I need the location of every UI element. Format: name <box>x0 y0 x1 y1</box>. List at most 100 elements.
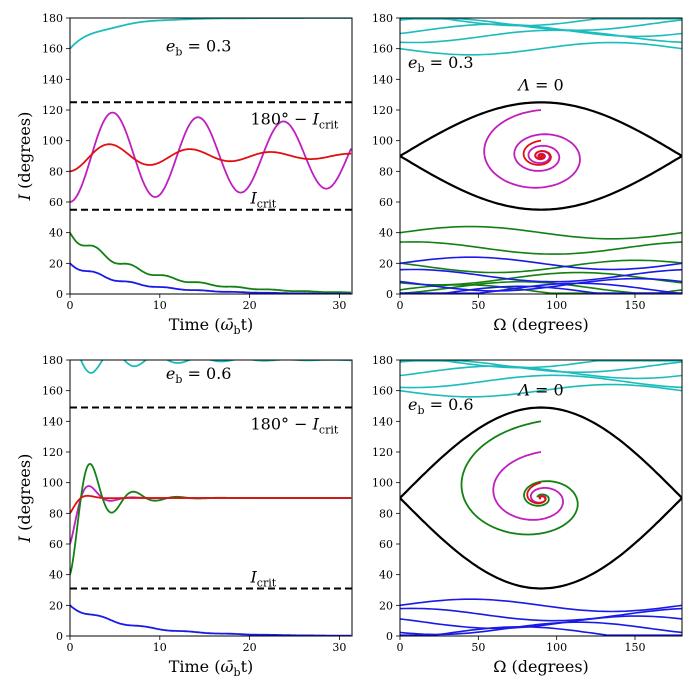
y-tick-label: 20 <box>379 257 393 270</box>
series-flow-I0=160-level <box>400 41 682 56</box>
series-I0=40 <box>70 232 352 294</box>
y-tick-label: 140 <box>372 73 393 86</box>
plot-area <box>400 360 682 636</box>
y-tick-label: 80 <box>379 165 393 178</box>
y-tick-label: 180 <box>42 354 63 367</box>
series-flow-I0=160-level <box>400 383 682 398</box>
x-tick-label: 20 <box>243 299 257 312</box>
y-tick-label: 120 <box>372 104 393 117</box>
lambda-annotation: Λ = 0 <box>516 75 563 94</box>
x-axis-label: Time (ω̄bt) <box>169 657 254 679</box>
y-tick-label: 0 <box>56 288 63 301</box>
x-tick-label: 10 <box>153 641 167 654</box>
y-tick-label: 80 <box>49 165 63 178</box>
eb-annotation: eb = 0.6 <box>408 395 474 417</box>
series-spiral-I0=40 <box>460 420 579 536</box>
x-tick-label: 0 <box>397 299 404 312</box>
y-tick-label: 20 <box>49 257 63 270</box>
x-tick-label: 0 <box>67 299 74 312</box>
series-I0=80 <box>70 143 352 173</box>
y-tick-label: 140 <box>42 73 63 86</box>
plot-area <box>70 360 352 636</box>
series-flow-I0=160-level <box>400 23 682 38</box>
y-tick-label: 60 <box>49 196 63 209</box>
series-flow-I0=40-level <box>400 259 682 274</box>
series-flow-I0=20-level <box>400 285 682 294</box>
eb-annotation: eb = 0.3 <box>166 37 232 59</box>
separatrix-upper <box>400 101 682 157</box>
series-spiral-I0=60 <box>492 451 564 521</box>
y-tick-label: 40 <box>49 569 63 582</box>
y-tick-label: 80 <box>49 507 63 520</box>
y-tick-label: 80 <box>379 507 393 520</box>
series-flow-I0=40-level <box>400 225 682 240</box>
y-tick-label: 140 <box>372 415 393 428</box>
lambda-annotation: Λ = 0 <box>516 381 563 400</box>
series-flow-I0=20-level <box>400 621 682 636</box>
y-tick-label: 160 <box>372 43 393 56</box>
y-tick-label: 160 <box>42 43 63 56</box>
series-flow-I0=160-level <box>400 374 682 389</box>
y-tick-label: 100 <box>372 135 393 148</box>
series-flow-I0=20-level <box>400 607 682 622</box>
x-axis-label: Ω (degrees) <box>493 315 589 334</box>
eb-annotation: eb = 0.6 <box>166 364 232 386</box>
y-tick-label: 180 <box>42 12 63 25</box>
y-tick-label: 20 <box>379 599 393 612</box>
x-tick-label: 50 <box>471 299 485 312</box>
y-tick-label: 60 <box>379 538 393 551</box>
x-tick-label: 20 <box>243 641 257 654</box>
x-tick-label: 50 <box>471 641 485 654</box>
plot-area <box>70 18 352 294</box>
y-tick-label: 160 <box>42 385 63 398</box>
y-tick-label: 180 <box>372 354 393 367</box>
series-flow-I0=20-level <box>400 277 682 292</box>
y-tick-label: 100 <box>372 477 393 490</box>
x-tick-label: 0 <box>67 641 74 654</box>
y-tick-label: 40 <box>379 227 393 240</box>
series-I0=60 <box>70 485 352 545</box>
series-flow-I0=20-level <box>400 268 682 283</box>
icrit-label: Icrit <box>249 189 276 211</box>
panel-bottom-left: 0 20 40 60 80 100 120 140 160 180 0 10 20 30 Time (ω̄b… <box>15 354 353 679</box>
series-I0=60 <box>70 111 352 203</box>
y-tick-label: 160 <box>372 385 393 398</box>
x-tick-label: 150 <box>625 641 646 654</box>
axes-frame <box>69 17 353 295</box>
series-flow-I0=160-level <box>400 18 682 27</box>
series-I0=20 <box>70 604 352 636</box>
y-axis-label: I (degrees) <box>15 112 34 202</box>
axes-frame <box>399 359 683 637</box>
separatrix-lower <box>400 155 682 211</box>
x-axis-label: Ω (degrees) <box>493 657 589 676</box>
icrit-label: Icrit <box>249 567 276 589</box>
y-tick-label: 0 <box>386 630 393 643</box>
y-tick-label: 60 <box>49 538 63 551</box>
panel-top-right: 0 20 40 60 80 100 120 140 160 180 0 50 100 150 Ω (degr… <box>372 12 683 334</box>
series-flow-I0=160-level <box>400 360 682 369</box>
x-tick-label: 100 <box>546 299 567 312</box>
y-tick-label: 100 <box>42 477 63 490</box>
series-I0=80 <box>70 494 352 514</box>
x-tick-label: 0 <box>397 641 404 654</box>
x-tick-label: 150 <box>625 299 646 312</box>
series-flow-I0=20-level <box>400 598 682 613</box>
series-flow-I0=40-level <box>400 241 682 255</box>
series-flow-I0=160-level <box>400 365 682 380</box>
y-tick-label: 0 <box>56 630 63 643</box>
series-flow-I0=20-level <box>400 626 682 636</box>
y-axis-label: I (degrees) <box>15 454 34 544</box>
series-spiral-I0=80 <box>522 139 552 166</box>
series-spiral-I0=80 <box>526 481 547 505</box>
x-tick-label: 10 <box>153 299 167 312</box>
series-I0=160 <box>70 18 352 50</box>
axes-frame <box>399 17 683 295</box>
upper-line-label: 180° − Icrit <box>250 109 338 131</box>
y-tick-label: 180 <box>372 12 393 25</box>
y-tick-label: 40 <box>379 569 393 582</box>
axes-frame <box>69 359 353 637</box>
y-tick-label: 120 <box>372 446 393 459</box>
series-I0=20 <box>70 262 352 294</box>
x-tick-label: 100 <box>546 641 567 654</box>
plot-area <box>400 18 682 294</box>
